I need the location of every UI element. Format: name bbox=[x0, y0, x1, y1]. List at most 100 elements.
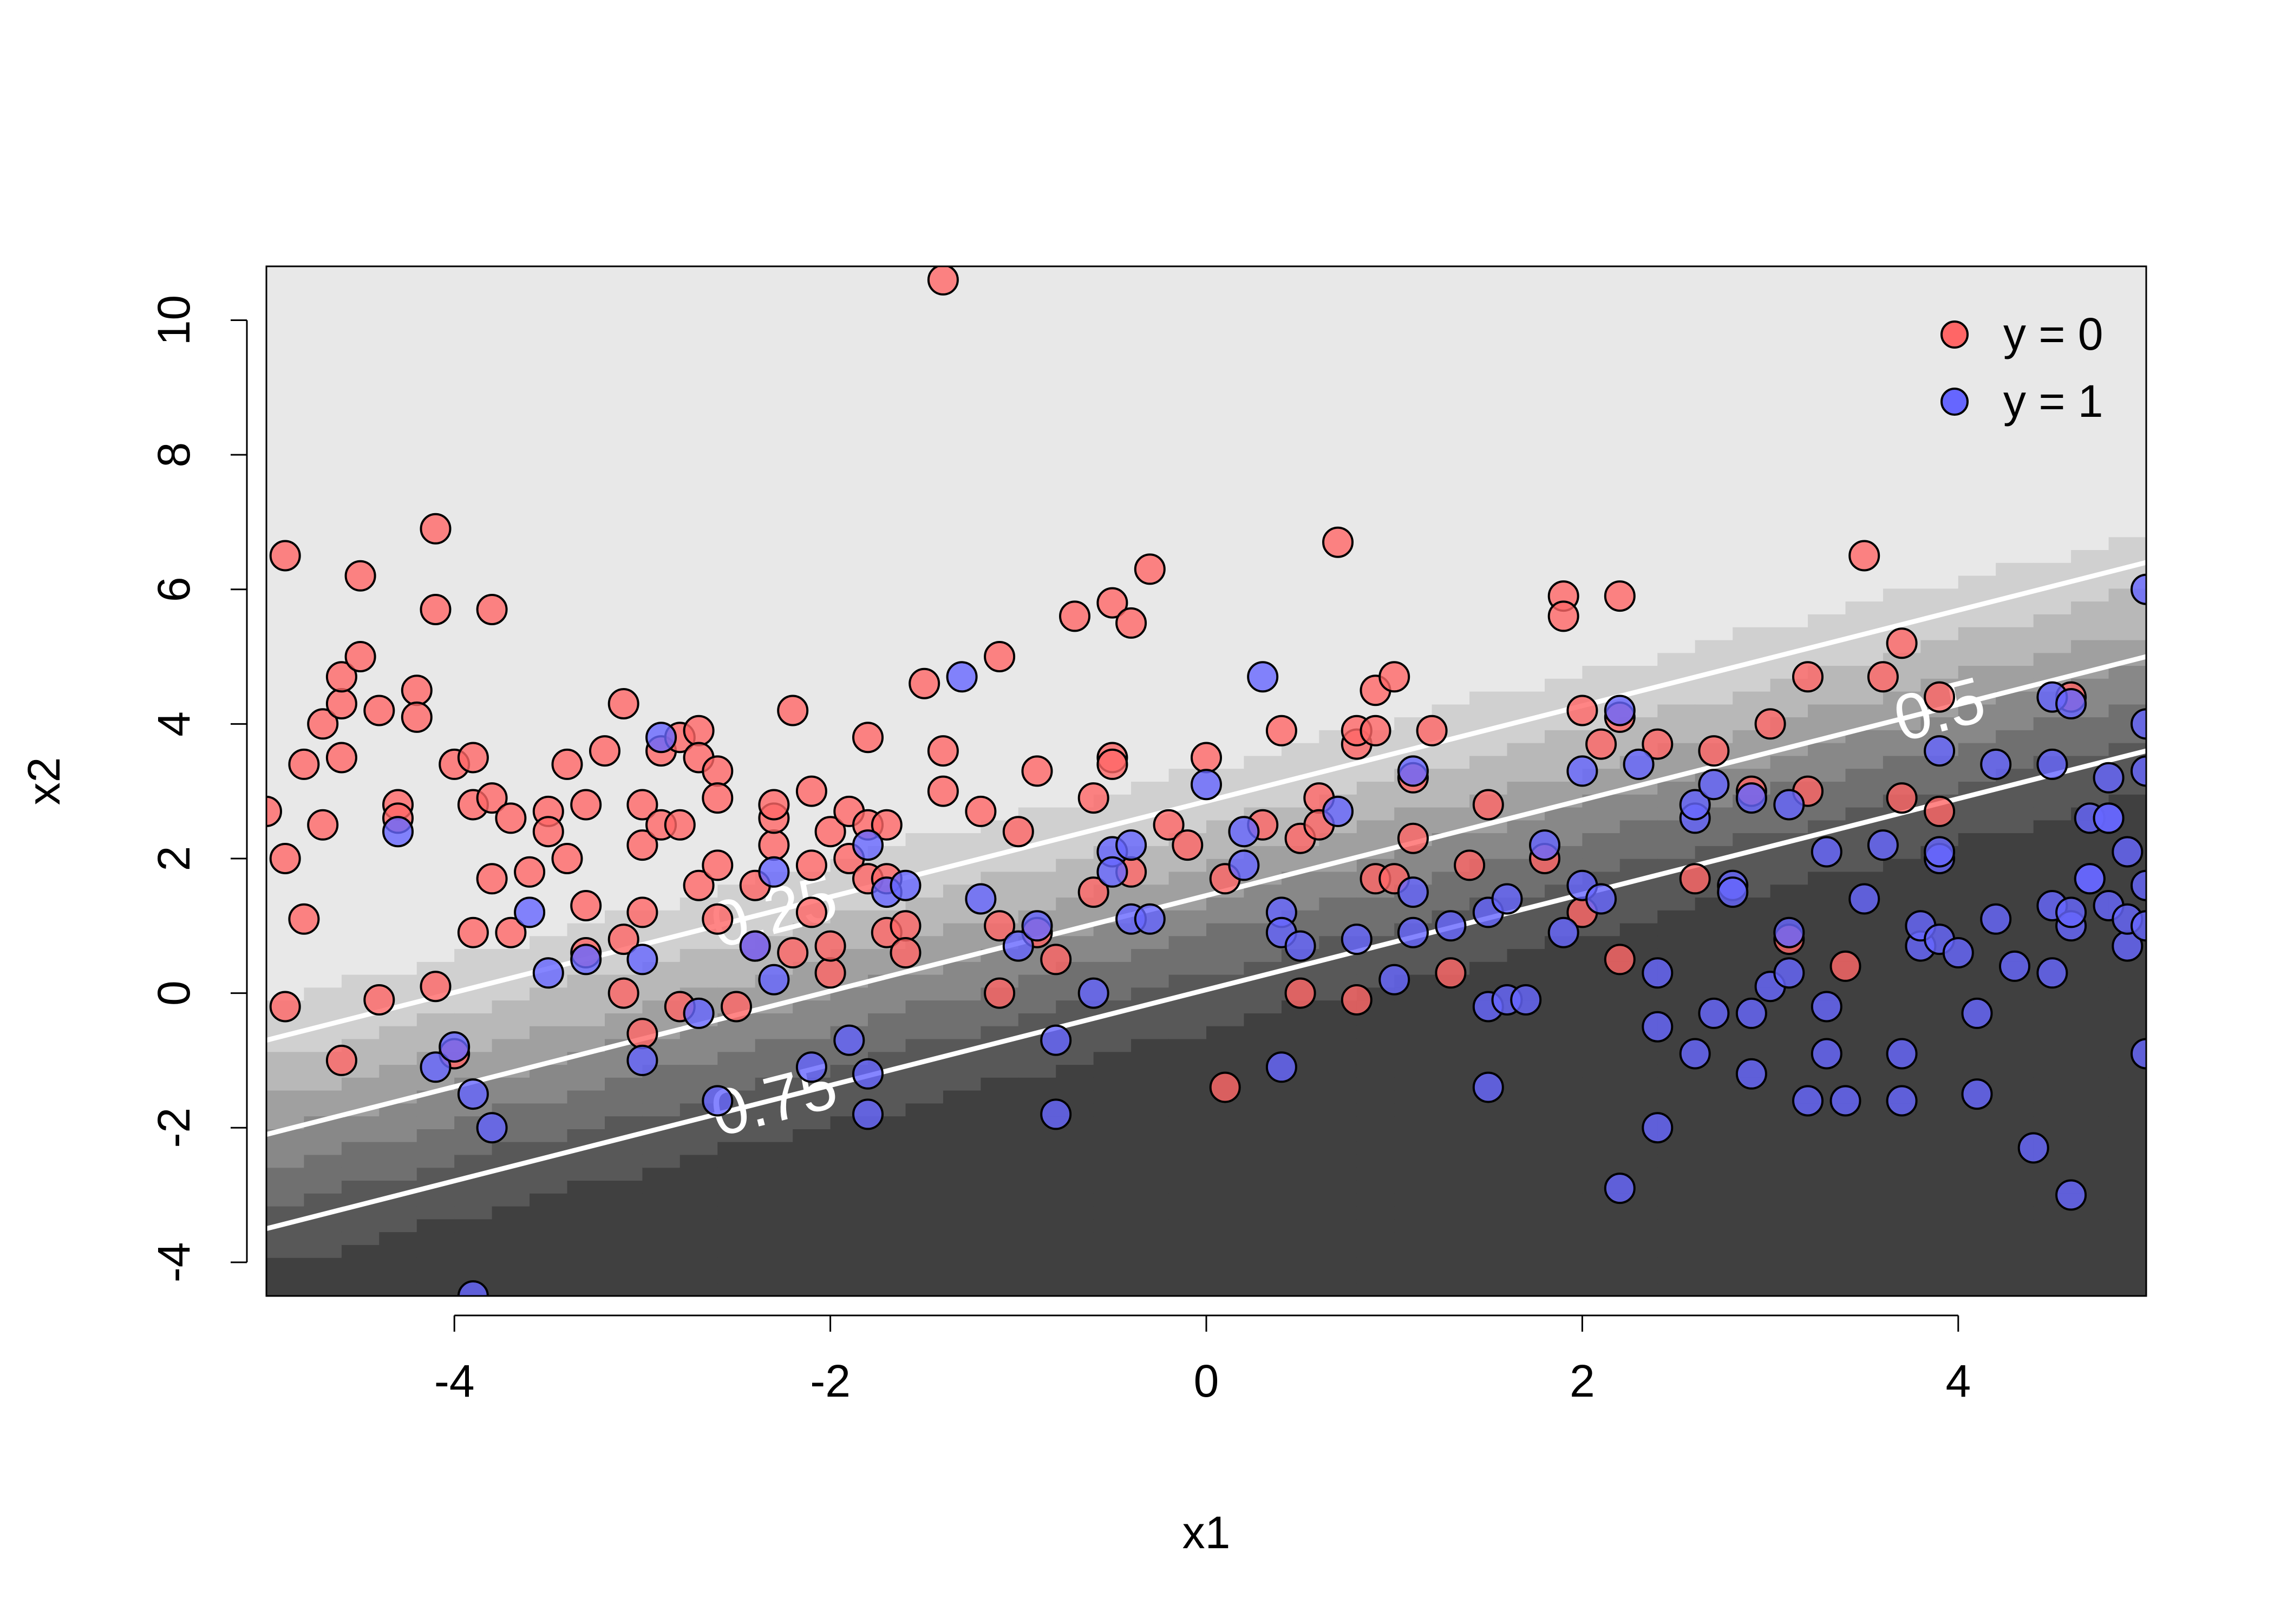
heatmap-cell bbox=[679, 305, 718, 319]
heatmap-cell bbox=[1319, 343, 1357, 357]
heatmap-cell bbox=[1206, 1116, 1245, 1129]
heatmap-cell bbox=[2033, 356, 2072, 370]
heatmap-cell bbox=[1883, 1193, 1922, 1207]
heatmap-cell bbox=[1808, 588, 1846, 602]
heatmap-cell bbox=[1168, 588, 1207, 602]
heatmap-cell bbox=[2108, 1167, 2146, 1181]
heatmap-cell bbox=[1619, 408, 1658, 422]
heatmap-cell bbox=[1770, 1064, 1808, 1078]
heatmap-cell bbox=[492, 1180, 530, 1194]
heatmap-cell bbox=[1770, 330, 1808, 344]
heatmap-cell bbox=[454, 652, 493, 666]
heatmap-cell bbox=[2071, 1283, 2109, 1296]
heatmap-cell bbox=[2108, 1103, 2146, 1117]
heatmap-cell bbox=[2033, 485, 2072, 499]
heatmap-cell bbox=[605, 871, 643, 885]
heatmap-cell bbox=[1507, 781, 1545, 795]
heatmap-cell bbox=[642, 382, 681, 396]
point-y1 bbox=[1472, 1071, 1504, 1103]
heatmap-cell bbox=[1845, 1283, 1884, 1296]
heatmap-cell bbox=[1619, 305, 1658, 319]
heatmap-cell bbox=[1507, 1051, 1545, 1065]
heatmap-cell bbox=[1958, 1038, 1997, 1052]
heatmap-cell bbox=[1619, 446, 1658, 460]
heatmap-cell bbox=[379, 1232, 417, 1245]
heatmap-cell bbox=[492, 1025, 530, 1039]
heatmap-cell bbox=[642, 1077, 681, 1091]
heatmap-cell bbox=[1206, 1283, 1245, 1296]
heatmap-cell bbox=[2033, 1116, 2072, 1129]
heatmap-cell bbox=[1131, 1090, 1169, 1104]
heatmap-cell bbox=[2033, 1232, 2072, 1245]
heatmap-cell bbox=[492, 330, 530, 344]
heatmap-cell bbox=[1507, 1257, 1545, 1271]
heatmap-cell bbox=[1469, 523, 1508, 538]
heatmap-cell bbox=[1394, 626, 1433, 640]
heatmap-cell bbox=[567, 871, 605, 885]
heatmap-cell bbox=[1883, 408, 1922, 422]
heatmap-cell bbox=[717, 717, 756, 730]
heatmap-cell bbox=[1244, 1270, 1282, 1284]
heatmap-cell bbox=[1206, 434, 1245, 447]
heatmap-cell bbox=[341, 318, 380, 331]
heatmap-cell bbox=[1432, 768, 1470, 782]
heatmap-cell bbox=[1958, 356, 1997, 370]
heatmap-cell bbox=[679, 549, 718, 563]
heatmap-cell bbox=[1131, 1167, 1169, 1181]
heatmap-cell bbox=[1845, 1257, 1884, 1271]
heatmap-cell bbox=[1093, 1090, 1132, 1104]
heatmap-cell bbox=[2033, 1219, 2072, 1233]
heatmap-cell bbox=[1206, 1270, 1245, 1284]
heatmap-cell bbox=[1619, 1283, 1658, 1296]
heatmap-cell bbox=[1619, 626, 1658, 640]
heatmap-cell bbox=[1319, 691, 1357, 705]
heatmap-cell bbox=[1319, 678, 1357, 692]
heatmap-cell bbox=[1093, 1103, 1132, 1117]
heatmap-cell bbox=[1770, 871, 1808, 885]
heatmap-cell bbox=[981, 1219, 1019, 1233]
heatmap-cell bbox=[1733, 833, 1771, 846]
heatmap-cell bbox=[1883, 498, 1922, 512]
heatmap-cell bbox=[1056, 1064, 1094, 1078]
heatmap-cell bbox=[1131, 704, 1169, 718]
heatmap-cell bbox=[1695, 1116, 1734, 1129]
heatmap-cell bbox=[1432, 305, 1470, 319]
point-y1 bbox=[626, 944, 658, 975]
heatmap-cell bbox=[981, 1283, 1019, 1296]
heatmap-cell bbox=[567, 1283, 605, 1296]
heatmap-cell bbox=[1394, 395, 1433, 409]
heatmap-cell bbox=[1394, 498, 1433, 512]
heatmap-cell bbox=[1093, 395, 1132, 409]
heatmap-cell bbox=[1657, 1257, 1696, 1271]
heatmap-cell bbox=[1845, 485, 1884, 499]
heatmap-cell bbox=[1996, 935, 2034, 949]
heatmap-cell bbox=[1507, 1270, 1545, 1284]
heatmap-cell bbox=[755, 382, 794, 396]
point-y1 bbox=[1585, 883, 1617, 915]
heatmap-cell bbox=[1281, 1025, 1320, 1039]
heatmap-cell bbox=[1281, 343, 1320, 357]
heatmap-cell bbox=[304, 434, 342, 447]
heatmap-cell bbox=[1056, 266, 1094, 280]
heatmap-cell bbox=[793, 575, 831, 589]
heatmap-cell bbox=[793, 472, 831, 486]
heatmap-cell bbox=[1206, 510, 1245, 525]
heatmap-cell bbox=[1018, 305, 1057, 319]
heatmap-cell bbox=[1394, 343, 1433, 357]
heatmap-cell bbox=[1808, 575, 1846, 589]
heatmap-cell bbox=[1582, 1219, 1620, 1233]
heatmap-cell bbox=[567, 678, 605, 692]
heatmap-cell bbox=[1206, 421, 1245, 435]
heatmap-cell bbox=[1582, 330, 1620, 344]
heatmap-cell bbox=[1920, 292, 1959, 306]
heatmap-cell bbox=[605, 318, 643, 331]
heatmap-cell bbox=[793, 1038, 831, 1052]
heatmap-cell bbox=[341, 369, 380, 383]
heatmap-cell bbox=[1356, 498, 1395, 512]
heatmap-cell bbox=[567, 459, 605, 473]
heatmap-cell bbox=[1507, 510, 1545, 525]
heatmap-cell bbox=[2033, 382, 2072, 396]
heatmap-cell bbox=[1920, 1025, 1959, 1039]
heatmap-cell bbox=[1018, 871, 1057, 885]
heatmap-cell bbox=[1244, 1257, 1282, 1271]
